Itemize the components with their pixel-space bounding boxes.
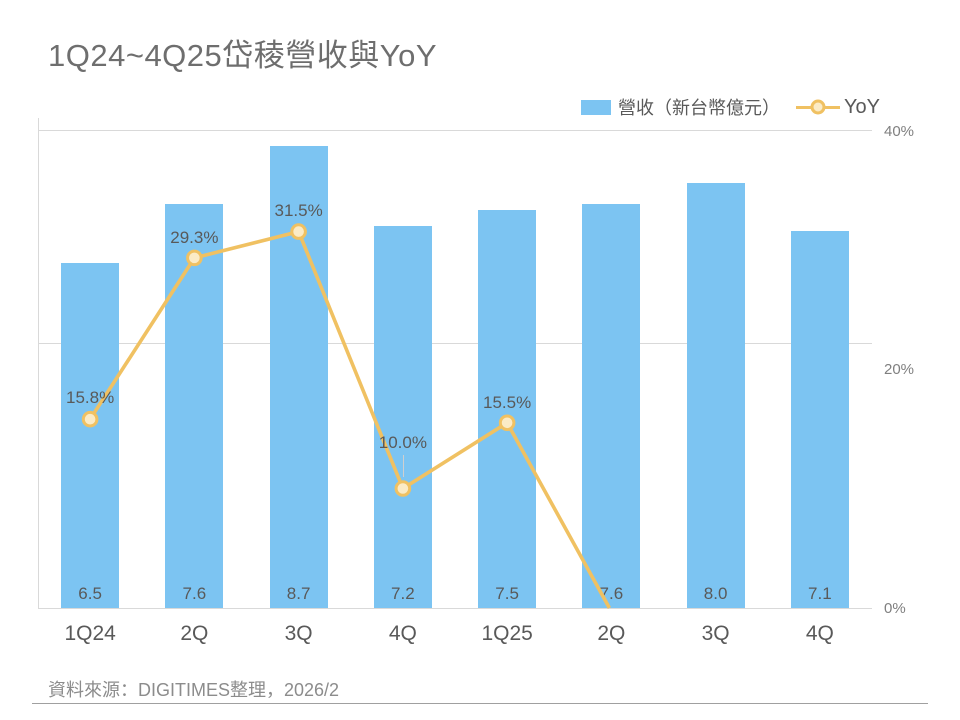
source-note: 資料來源：DIGITIMES整理，2026/2: [48, 680, 340, 700]
label-leader-line: [402, 454, 404, 477]
bar-value-label: 8.7: [286, 584, 311, 603]
right-axis-tick-40: 40%: [884, 123, 915, 140]
yoy-legend-dot-icon: [810, 99, 826, 115]
revenue-bar: [582, 204, 641, 608]
gridline-40pct: [38, 130, 872, 131]
gridline-mid: [38, 343, 872, 344]
bar-value-label: 8.0: [703, 584, 728, 603]
x-axis-category-label: 4Q: [388, 622, 417, 645]
bar-value-label: 7.2: [391, 584, 415, 603]
bar-value-label: 7.6: [182, 584, 207, 603]
yoy-legend-line-icon: [796, 99, 841, 115]
yoy-point-label: 15.5%: [483, 392, 532, 412]
bar-value-label: 6.5: [78, 584, 102, 603]
yoy-legend-label: YoY: [844, 95, 880, 118]
yoy-point-label: 15.8%: [66, 388, 115, 408]
footer-divider: [32, 703, 928, 704]
x-axis-category-label: 2Q: [180, 622, 209, 645]
bar-value-label: 7.1: [808, 584, 832, 603]
bar-value-label: 7.5: [495, 584, 519, 603]
revenue-bar: [165, 204, 224, 608]
revenue-bar: [61, 262, 120, 608]
right-axis-tick-0: 0%: [884, 600, 906, 617]
y-axis-line: [38, 118, 39, 608]
chart-title: 1Q24~4Q25岱稜營收與YoY: [48, 38, 438, 73]
bar-value-label: 7.6: [599, 584, 624, 603]
revenue-bar: [373, 225, 432, 608]
x-axis-category-label: 2Q: [597, 622, 626, 645]
x-axis-line: [38, 608, 872, 609]
yoy-point-label: 10.0%: [378, 432, 427, 452]
yoy-point-label: 31.5%: [274, 200, 323, 220]
x-axis-category-label: 3Q: [284, 622, 313, 645]
revenue-legend-label: 營收（新台幣億元）: [618, 98, 781, 118]
right-axis-tick-20: 20%: [884, 361, 915, 378]
revenue-bar: [790, 230, 849, 608]
x-axis-category-label: 1Q24: [64, 622, 116, 645]
x-axis-category-label: 1Q25: [481, 622, 533, 645]
x-axis-category-label: 4Q: [805, 622, 834, 645]
revenue-legend-swatch-icon: [581, 99, 612, 115]
revenue-bar: [686, 183, 745, 608]
yoy-point-label: 29.3%: [170, 227, 219, 247]
chart-legend: 營收（新台幣億元） YoY: [581, 94, 880, 120]
x-axis-category-label: 3Q: [701, 622, 730, 645]
